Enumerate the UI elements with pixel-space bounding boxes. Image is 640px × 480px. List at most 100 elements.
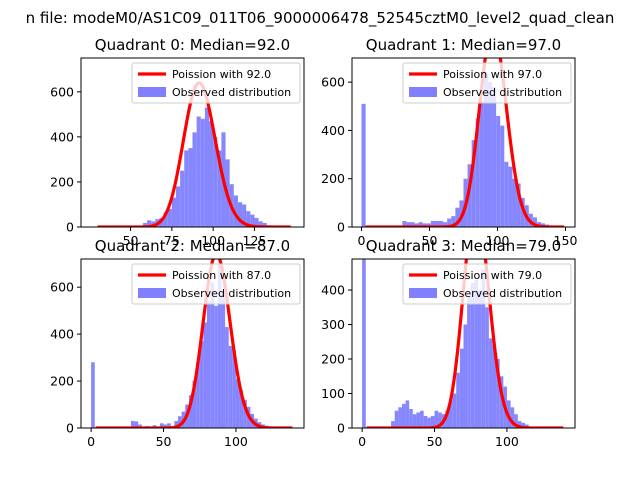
quadrant-2-hist-bar-14 — [192, 381, 197, 428]
quadrant-2-hist-bar-27 — [239, 390, 244, 428]
quadrant-3-hist-bar-22 — [467, 296, 471, 428]
quadrant-3-hist-bar-1 — [391, 421, 395, 428]
quadrant-2-legend-poisson-label: Poission with 87.0 — [172, 269, 271, 282]
quadrant-0-ytick-label-1: 200 — [50, 174, 74, 189]
quadrant-0-legend-hist-label: Observed distribution — [172, 86, 291, 99]
quadrant-3-title: Quadrant 3: Median=79.0 — [366, 237, 561, 255]
quadrant-3-hist-bar-13 — [434, 410, 439, 428]
quadrant-3-hist-bar-23 — [470, 283, 475, 428]
quadrant-3-ytick-label-0: 0 — [337, 421, 345, 436]
quadrant-3-hist-bar-11 — [427, 417, 431, 428]
quadrant-0-hist-bar-16 — [209, 121, 214, 227]
quadrant-1-xtick-label-2: 100 — [486, 233, 510, 248]
quadrant-0-legend-box — [131, 62, 301, 104]
quadrant-2-ytick-label-1: 200 — [50, 374, 74, 389]
quadrant-2-plot: 0 50 100 0 200 400 600 Poission with 87.0 Observ… — [50, 237, 305, 449]
quadrant-3-xtick-label-0: 0 — [358, 434, 366, 449]
quadrant-2-poisson-curve — [94, 259, 294, 428]
quadrant-3-legend-poisson-label: Poission with 79.0 — [443, 269, 542, 282]
quadrant-2-hist-bar-13 — [188, 395, 193, 428]
quadrant-0-hist-bar-6 — [167, 208, 172, 227]
quadrant-3-legend-hist-label: Observed distribution — [443, 287, 562, 300]
quadrant-2-xtick-label-2: 100 — [224, 434, 248, 449]
quadrant-0-hist-bar-10 — [184, 150, 189, 227]
quadrant-2-hist-bar-8 — [167, 423, 171, 428]
quadrant-1-hist-bar-27 — [508, 166, 513, 227]
quadrant-0-hist-bar-24 — [242, 204, 247, 227]
quadrant-2-hist-bar-26 — [235, 378, 240, 428]
quadrant-0-hist-bar-28 — [258, 221, 263, 227]
quadrant-0-legend-poisson-label: Poission with 92.0 — [172, 68, 271, 81]
quadrant-1-hist-bar-10 — [439, 220, 444, 227]
quadrant-3-hist-bar-5 — [405, 400, 410, 428]
quadrant-3-hist-bar-9 — [420, 410, 424, 428]
quadrant-2-plot-area — [91, 259, 294, 428]
quadrant-1-hist-bar-29 — [516, 183, 521, 227]
quadrant-3-hist-bar-31 — [499, 376, 504, 428]
quadrant-0-hist-bar-26 — [250, 214, 255, 227]
quadrant-1-hist-bar-26 — [504, 161, 509, 227]
quadrant-1-hist-bar-30 — [520, 198, 525, 227]
quadrant-0-plot: 50 75 100 125 0 200 400 600 Poission with 92.0 Ob… — [50, 36, 305, 248]
quadrant-2-hist-bar-25 — [232, 350, 236, 428]
quadrant-0-hist-bar-1 — [147, 220, 152, 227]
quadrant-1-legend-hist-swatch — [409, 87, 437, 97]
quadrant-1-ytick-label-1: 200 — [321, 171, 345, 186]
figure-title: n file: modeM0/AS1C09_011T06_9000006478_… — [26, 9, 615, 28]
quadrant-3-xtick-label-1: 50 — [427, 434, 443, 449]
quadrant-3-ytick-label-4: 400 — [321, 283, 345, 298]
quadrant-2-hist-bar-23 — [225, 327, 229, 428]
quadrant-3-hist-bar-18 — [452, 393, 457, 428]
quadrant-1-poisson-curve — [364, 58, 566, 227]
quadrant-0-hist-bar-27 — [254, 217, 259, 227]
quadrant-1-hist-bar-28 — [512, 178, 517, 227]
quadrant-1-hist-bar-7 — [426, 223, 431, 227]
quadrant-3-hist-bar-24 — [474, 279, 478, 428]
quadrant-0-hist-bar-17 — [213, 136, 218, 227]
quadrant-3-hist-bar-14 — [438, 412, 442, 428]
quadrant-1-ytick-label-3: 600 — [321, 75, 345, 90]
quadrant-0-ytick-label-3: 600 — [50, 84, 74, 99]
quadrant-3-hist-bar-7 — [412, 414, 417, 428]
quadrant-1-ytick-label-2: 400 — [321, 123, 345, 138]
quadrant-1-axes-frame — [351, 57, 576, 228]
quadrant-1-hist-bar-12 — [447, 218, 452, 227]
quadrant-3-hist-bar-34 — [510, 407, 515, 428]
quadrant-2-hist-bar-10 — [178, 416, 182, 428]
quadrant-0-axes-frame — [80, 57, 305, 228]
quadrant-1-legend-box — [402, 62, 572, 104]
quadrant-1-legend-poisson-label: Poission with 97.0 — [443, 68, 542, 81]
quadrant-3-hist-bar-6 — [409, 409, 413, 428]
quadrant-3-legend-box — [402, 263, 572, 305]
quadrant-2-axes-frame — [80, 258, 305, 429]
quadrant-3-hist-bar-2 — [394, 410, 399, 428]
quadrant-2-legend-hist-label: Observed distribution — [172, 287, 291, 300]
quadrant-1-xtick-label-1: 50 — [422, 233, 438, 248]
quadrant-1-hist-bar-5 — [418, 222, 423, 227]
quadrant-0-hist-bar-14 — [200, 118, 205, 227]
quadrant-1-xtick-label-0: 0 — [358, 233, 366, 248]
quadrant-1-hist-bar-4 — [414, 223, 419, 227]
quadrant-2-hist-bar-2 — [134, 421, 139, 428]
quadrant-0-title: Quadrant 0: Median=92.0 — [95, 36, 290, 54]
quadrant-0-plot-area — [96, 81, 292, 227]
quadrant-3-hist-bar-3 — [398, 407, 402, 428]
quadrant-2-hist-bar-0 — [91, 362, 95, 428]
quadrant-0-xtick-label-0: 50 — [123, 233, 139, 248]
quadrant-2-hist-bar-6 — [159, 423, 164, 428]
quadrant-0-hist-bar-23 — [237, 202, 243, 227]
quadrant-3-hist-bar-37 — [521, 422, 526, 428]
quadrant-1-legend-hist-label: Observed distribution — [443, 86, 562, 99]
quadrant-1-hist-bar-2 — [406, 222, 411, 227]
quadrant-0-hist-bar-25 — [246, 211, 251, 227]
quadrant-2-hist-bar-7 — [163, 424, 168, 428]
quadrant-0-xtick-label-3: 125 — [243, 233, 267, 248]
quadrant-2-hist-bar-20 — [214, 305, 218, 428]
quadrant-0-hist-bar-29 — [262, 222, 267, 227]
quadrant-3-hist-bar-8 — [416, 412, 421, 428]
quadrant-3-hist-bar-27 — [485, 307, 489, 428]
quadrant-1-hist-bar-1 — [402, 220, 407, 227]
quadrant-0-hist-bar-13 — [196, 116, 201, 227]
quadrant-1-hist-bar-21 — [483, 72, 488, 227]
quadrant-0-ytick-label-2: 400 — [50, 129, 74, 144]
